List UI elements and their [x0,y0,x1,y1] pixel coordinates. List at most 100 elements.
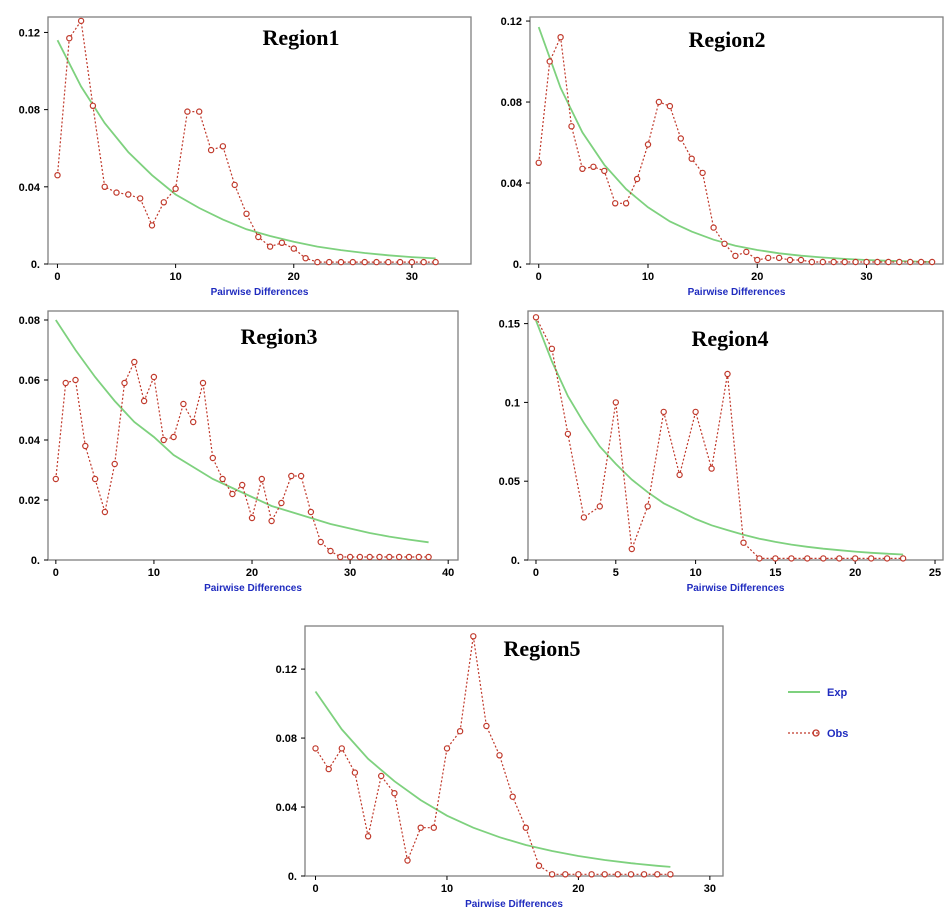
x-axis-label: Pairwise Differences [687,583,785,594]
obs-point [612,200,619,207]
x-tick-label: 10 [169,271,181,283]
obs-point [248,514,256,522]
obs-point [596,503,604,510]
obs-point [633,175,641,183]
plot-frame [47,16,472,265]
obs-point [863,258,870,266]
obs-point [820,555,827,562]
obs-point [160,199,167,206]
obs-point [535,862,543,869]
obs-point [121,379,128,387]
obs-point [708,465,715,472]
y-tick-label: 0.12 [501,16,522,28]
obs-point [883,555,891,562]
chart-title: Region1 [263,25,340,50]
x-tick-label: 0 [536,271,542,283]
obs-point [775,254,783,262]
obs-point [150,373,158,381]
y-tick-label: 0.06 [19,375,40,387]
obs-point [91,475,99,483]
obs-point [307,508,315,516]
exp-series-line [56,39,436,260]
obs-point [290,245,297,252]
obs-point [896,258,903,266]
obs-point [772,555,779,562]
x-tick-label: 20 [288,271,300,283]
obs-point [396,258,404,266]
obs-point [89,102,97,110]
obs-point [378,772,385,780]
obs-point [710,224,717,231]
obs-point [430,824,437,831]
obs-point [548,871,556,878]
y-tick-label: 0.15 [499,319,520,331]
y-tick-label: 0. [511,555,520,567]
obs-point [660,408,667,416]
x-tick-label: 0 [312,883,318,895]
obs-series-line [56,19,436,263]
x-tick-label: 30 [406,271,418,283]
x-tick-label: 10 [642,271,654,283]
obs-point [644,503,651,510]
obs-point [337,258,345,266]
obs-series-line [535,317,904,560]
x-axis-label: Pairwise Differences [204,583,302,594]
x-tick-label: 0 [54,271,60,283]
obs-point [364,833,372,840]
x-tick-label: 20 [246,567,258,579]
obs-point [52,475,60,483]
obs-point [131,358,138,366]
obs-point [101,183,108,190]
obs-point [590,163,597,170]
obs-point [376,553,383,561]
obs-point [601,167,608,175]
y-tick-label: 0.1 [505,397,520,409]
obs-point [361,258,368,266]
obs-series-line [314,636,671,875]
obs-point [278,239,286,246]
obs-point [868,555,875,562]
chart-region5: 0. 0.04 0.08 0.12 0 10 20 30 Pairwise Difference… [276,625,724,910]
obs-point [830,258,837,266]
obs-point [836,555,843,562]
obs-point [325,765,332,773]
obs-point [297,472,305,480]
plot-frame [529,16,944,265]
obs-point [568,123,575,130]
obs-point [207,146,215,154]
obs-point [111,460,118,468]
obs-point [113,189,120,196]
y-tick-label: 0.04 [19,435,41,447]
y-tick-label: 0. [288,871,297,883]
obs-point [456,728,464,735]
obs-point [667,871,674,878]
x-tick-label: 25 [929,567,941,579]
obs-point [557,34,564,41]
y-tick-label: 0.08 [501,97,522,109]
obs-point [676,471,683,479]
obs-point [408,258,416,266]
x-tick-label: 5 [613,567,619,579]
x-tick-label: 30 [344,567,356,579]
obs-point [231,181,238,189]
obs-point [899,555,907,562]
obs-point [677,135,685,142]
obs-point [644,141,652,148]
obs-point [351,769,359,776]
obs-point [721,240,728,247]
obs-point [614,871,622,878]
exp-series-line [55,319,429,544]
obs-point [522,824,530,831]
obs-point [243,210,250,217]
x-tick-label: 0 [533,567,539,579]
obs-point [546,58,553,65]
obs-point [405,553,413,561]
obs-point [356,553,364,561]
obs-point [496,752,503,759]
chart-region2: 0. 0.04 0.08 0.12 0 10 20 30 Pairwise Difference… [501,16,944,298]
obs-point [373,258,380,266]
obs-point [743,248,750,256]
y-tick-label: 0. [31,259,40,271]
obs-point [229,490,236,498]
